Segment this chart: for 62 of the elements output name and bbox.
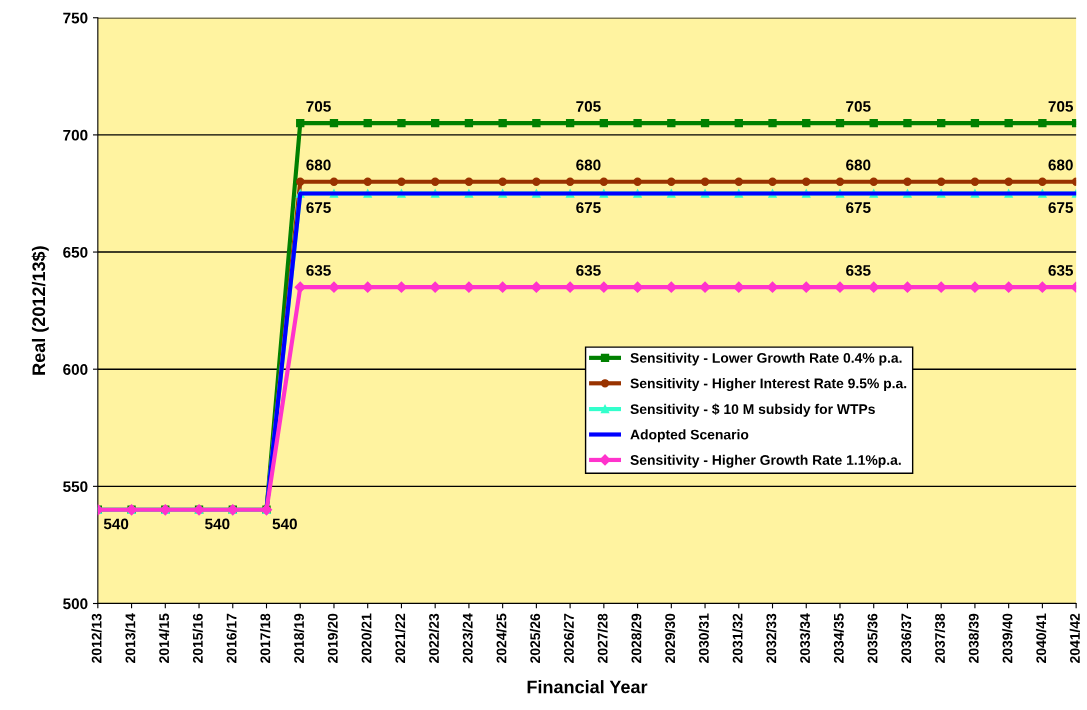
legend-label: Sensitivity - Lower Growth Rate 0.4% p.a. (630, 352, 902, 366)
data-label: 635 (576, 265, 601, 276)
x-tick-label: 2012/13 (91, 613, 102, 663)
x-tick-label: 2029/30 (664, 613, 676, 663)
x-tick-label: 2023/24 (462, 613, 473, 663)
x-tick-label: 2034/35 (833, 613, 844, 663)
x-tick-label: 2026/27 (563, 613, 574, 663)
y-tick-label: 550 (63, 481, 88, 493)
data-label: 540 (103, 518, 129, 530)
y-tick-label: 650 (63, 246, 88, 258)
legend-label: Sensitivity - Higher Growth Rate 1.1%p.a. (630, 454, 901, 468)
data-label: 675 (306, 202, 331, 214)
y-tick-label: 500 (63, 598, 88, 610)
x-tick-label: 2019/20 (327, 613, 338, 663)
data-label: 635 (306, 265, 331, 276)
x-tick-label: 2036/37 (900, 613, 912, 663)
x-tick-label: 2027/28 (597, 613, 608, 663)
y-tick-label: 750 (63, 12, 88, 24)
x-tick-label: 2015/16 (192, 613, 203, 663)
x-tick-label: 2016/17 (226, 613, 237, 663)
legend-label: Adopted Scenario (630, 429, 749, 443)
x-tick-label: 2038/39 (968, 613, 979, 663)
legend-label: Sensitivity - $ 10 M subsidy for WTPs (630, 403, 875, 417)
x-tick-label: 2039/40 (1002, 613, 1013, 663)
y-tick-label: 700 (63, 129, 88, 141)
x-tick-label: 2035/36 (867, 613, 878, 663)
x-tick-label: 2025/26 (529, 613, 541, 663)
data-label: 635 (846, 265, 871, 276)
x-tick-label: 2028/29 (631, 613, 642, 663)
data-label: 680 (1048, 159, 1073, 171)
data-label: 635 (1048, 265, 1074, 276)
x-tick-label: 2031/32 (732, 613, 743, 663)
x-tick-label: 2033/34 (799, 613, 811, 663)
x-tick-label: 2030/31 (698, 613, 709, 663)
data-label: 540 (272, 518, 297, 530)
x-tick-label: 2013/14 (125, 613, 136, 663)
data-label: 705 (1048, 101, 1074, 112)
x-tick-label: 2040/41 (1035, 613, 1047, 663)
data-label: 675 (1048, 202, 1074, 214)
data-label: 680 (306, 159, 331, 171)
x-tick-label: 2037/38 (934, 613, 946, 663)
data-label: 540 (205, 518, 230, 530)
x-axis-title: Financial Year (527, 680, 648, 694)
data-label: 705 (576, 101, 601, 112)
legend-label: Sensitivity - Higher Interest Rate 9.5% p.a. (630, 378, 907, 392)
x-tick-label: 2032/33 (766, 613, 777, 663)
data-label: 680 (846, 159, 871, 171)
data-label: 680 (576, 159, 601, 171)
x-tick-label: 2022/23 (428, 613, 440, 663)
y-axis-title: Real (2012/13$) (31, 246, 49, 375)
data-label: 705 (306, 101, 331, 112)
data-label: 675 (846, 202, 871, 214)
x-tick-label: 2014/15 (158, 613, 170, 663)
data-label: 705 (846, 101, 871, 112)
x-tick-label: 2018/19 (293, 613, 305, 663)
x-tick-label: 2024/25 (496, 613, 507, 663)
x-tick-label: 2021/22 (394, 613, 406, 663)
x-tick-label: 2020/21 (361, 613, 372, 663)
data-label: 675 (576, 202, 601, 214)
x-tick-label: 2017/18 (260, 613, 271, 663)
y-tick-label: 600 (63, 364, 88, 375)
x-tick-label: 2041/42 (1069, 613, 1080, 663)
